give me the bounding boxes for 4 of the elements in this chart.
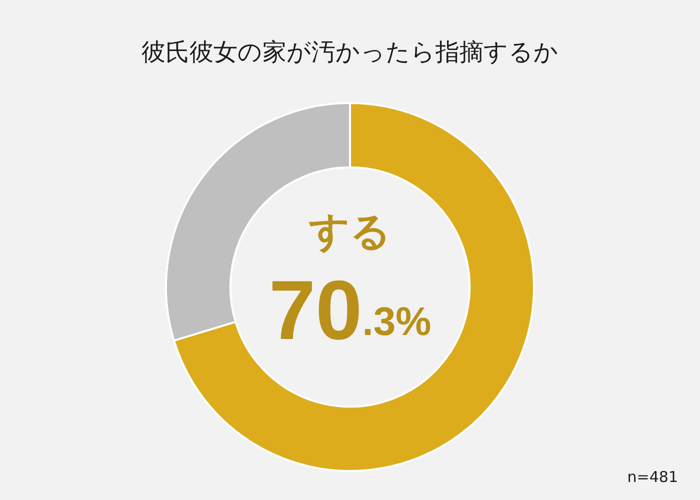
text: n=481	[627, 468, 678, 486]
data-label: 70.3%	[268, 263, 432, 357]
chart-title: 彼氏彼女の家が汚かったら指摘するか	[140, 37, 560, 68]
slice-label: する	[308, 209, 391, 255]
